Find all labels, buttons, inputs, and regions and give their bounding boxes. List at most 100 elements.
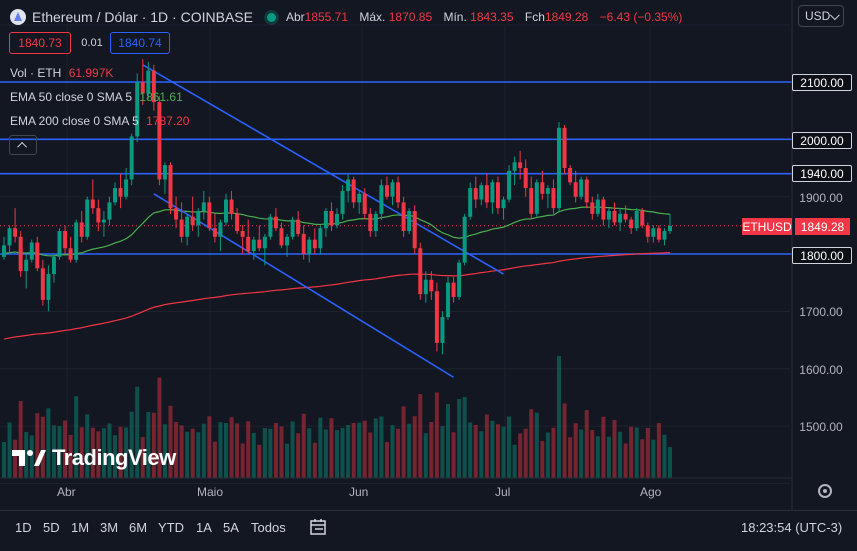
candle-body xyxy=(251,239,256,252)
volume-bar xyxy=(63,420,68,478)
date-range-icon[interactable] xyxy=(309,517,329,537)
indicator-ema200[interactable]: EMA 200 close 0 SMA 5 1787.20 xyxy=(10,114,190,128)
volume-bar xyxy=(329,418,334,478)
currency-select[interactable]: USD xyxy=(798,5,844,27)
volume-bar xyxy=(157,377,162,478)
candle-body xyxy=(412,210,417,249)
candle-body xyxy=(235,213,240,232)
timeframe-3m[interactable]: 3M xyxy=(100,520,119,535)
volume-bar xyxy=(279,426,284,478)
symbol-title[interactable]: Ethereum / Dólar · 1D · COINBASE xyxy=(32,9,253,25)
volume-bar xyxy=(634,427,639,478)
candle-body xyxy=(140,82,145,94)
volume-bar xyxy=(196,432,201,478)
volume-bar xyxy=(224,423,228,478)
volume-bar xyxy=(101,428,106,478)
volume-bar xyxy=(662,434,667,478)
volume-bar xyxy=(335,430,339,478)
volume-bar xyxy=(246,421,251,478)
volume-bar xyxy=(501,426,506,478)
buy-price-button[interactable]: 1840.74 xyxy=(110,32,170,54)
volume-bar xyxy=(40,416,45,478)
volume-bar xyxy=(68,435,73,478)
candle-body xyxy=(157,102,162,180)
candle-body xyxy=(7,228,12,246)
candle-body xyxy=(40,268,45,300)
volume-bar xyxy=(495,424,500,478)
volume-bar xyxy=(212,441,217,478)
candle-body xyxy=(451,282,456,297)
level-label-2100: 2100.00 xyxy=(792,74,852,91)
candle-body xyxy=(568,167,573,183)
sell-price-button[interactable]: 1840.73 xyxy=(9,32,71,54)
chart-settings-icon[interactable] xyxy=(818,484,832,498)
timeframe-1a[interactable]: 1A xyxy=(196,520,212,535)
price-tick: 1700.00 xyxy=(799,305,843,319)
volume-bar xyxy=(412,416,417,478)
candle-body xyxy=(618,213,623,223)
volume-bar xyxy=(318,417,323,478)
candle-body xyxy=(473,188,478,200)
chevron-down-icon xyxy=(830,9,840,20)
price-change: −6.43 (−0.35%) xyxy=(599,10,683,24)
indicator-volume[interactable]: Vol · ETH 61.997K xyxy=(10,66,114,80)
volume-bar xyxy=(268,428,273,478)
volume-bar xyxy=(168,405,173,478)
volume-bar xyxy=(273,423,278,478)
tradingview-logo-icon xyxy=(12,450,46,466)
clock[interactable]: 18:23:54 (UTC-3) xyxy=(741,520,843,535)
volume-bar xyxy=(595,436,600,478)
candle-body xyxy=(290,219,295,237)
candle-body xyxy=(429,279,434,292)
candle-body xyxy=(46,274,51,300)
trendline xyxy=(142,64,504,275)
candle-body xyxy=(185,216,190,237)
volume-bar xyxy=(362,420,367,478)
candle-body xyxy=(68,248,73,260)
collapse-legend-button[interactable] xyxy=(9,135,37,155)
candle-body xyxy=(495,182,500,209)
volume-bar xyxy=(446,404,450,478)
volume-bar xyxy=(562,403,567,478)
volume-bar xyxy=(396,428,401,478)
candle-body xyxy=(179,219,184,237)
volume-bar xyxy=(573,423,578,478)
ohlc-values: Abr1855.71 Máx. 1870.85 Mín. 1843.35 Fch… xyxy=(285,10,683,24)
candle-body xyxy=(507,170,512,200)
volume-bar xyxy=(113,435,117,478)
candle-body xyxy=(13,228,18,237)
candle-body xyxy=(468,188,473,217)
timeframe-1d[interactable]: 1D xyxy=(15,520,32,535)
candle-body xyxy=(440,317,445,343)
symbol-header: Ethereum / Dólar · 1D · COINBASE Abr1855… xyxy=(10,9,690,25)
bottom-toolbar: 1D 5D 1M 3M 6M YTD 1A 5A Todos 18:23:54 … xyxy=(0,510,857,545)
timeframe-all[interactable]: Todos xyxy=(251,520,286,535)
timeframe-6m[interactable]: 6M xyxy=(129,520,148,535)
timeframe-1m[interactable]: 1M xyxy=(71,520,90,535)
timeframe-5a[interactable]: 5A xyxy=(223,520,239,535)
candle-body xyxy=(362,193,367,214)
candle-body xyxy=(446,282,450,318)
volume-bar xyxy=(618,431,623,478)
candle-body xyxy=(162,165,167,180)
candle-body xyxy=(584,179,589,203)
time-tick: Maio xyxy=(197,485,224,499)
candle-body xyxy=(113,188,117,203)
volume-bar xyxy=(85,414,90,478)
candle-body xyxy=(662,231,667,240)
candle-body xyxy=(135,82,140,137)
volume-bar xyxy=(473,425,478,478)
timeframe-ytd[interactable]: YTD xyxy=(158,520,184,535)
candle-body xyxy=(318,228,323,249)
volume-bar xyxy=(612,420,617,478)
volume-bar xyxy=(190,428,195,478)
candle-body xyxy=(207,202,212,229)
volume-bar xyxy=(179,425,184,478)
candle-body xyxy=(401,202,406,232)
volume-bar xyxy=(340,428,345,478)
volume-bar xyxy=(151,412,156,478)
timeframe-5d[interactable]: 5D xyxy=(43,520,60,535)
indicator-ema50[interactable]: EMA 50 close 0 SMA 5 1861.61 xyxy=(10,90,183,104)
candle-body xyxy=(368,213,373,232)
